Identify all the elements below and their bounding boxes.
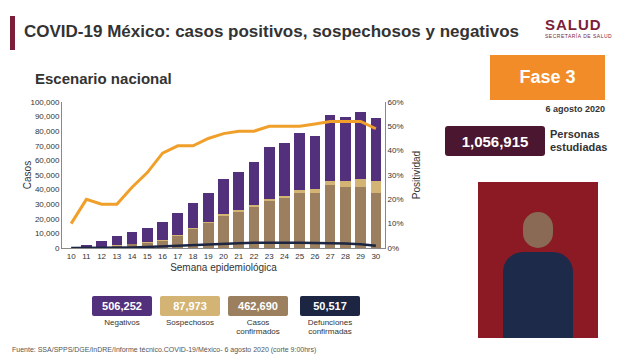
- svg-text:30,000: 30,000: [35, 200, 60, 209]
- svg-text:100,000: 100,000: [30, 98, 59, 107]
- html-text:Negativos: Negativos: [104, 318, 140, 327]
- svg-text:30: 30: [371, 252, 380, 261]
- html-text:COVID-19 México: casos positiv: COVID-19 México: casos positivos, sospec…: [24, 22, 520, 41]
- svg-text:40,000: 40,000: [35, 185, 60, 194]
- svg-text:16: 16: [158, 252, 167, 261]
- svg-text:12: 12: [97, 252, 106, 261]
- svg-text:11: 11: [82, 252, 91, 261]
- html-text:506,252: 506,252: [102, 300, 142, 312]
- svg-text:30%: 30%: [388, 171, 404, 180]
- html-text:6 agosto 2020: 6 agosto 2020: [545, 104, 605, 114]
- svg-text:80,000: 80,000: [35, 127, 60, 136]
- svg-text:10: 10: [67, 252, 76, 261]
- svg-text:10%: 10%: [388, 219, 404, 228]
- html-text:Casos confirmados: Casos confirmados: [236, 318, 280, 336]
- svg-text:40%: 40%: [388, 146, 404, 155]
- html-text:50,517: 50,517: [313, 300, 347, 312]
- svg-text:90,000: 90,000: [35, 112, 60, 121]
- svg-text:Semana epidemiológica: Semana epidemiológica: [170, 262, 277, 273]
- svg-text:50,000: 50,000: [35, 171, 60, 180]
- svg-text:19: 19: [204, 252, 213, 261]
- svg-text:50%: 50%: [388, 122, 404, 131]
- svg-text:23: 23: [265, 252, 274, 261]
- svg-text:Positividad: Positividad: [411, 151, 422, 199]
- svg-text:60%: 60%: [388, 98, 404, 107]
- svg-text:20: 20: [219, 252, 228, 261]
- html-text:SALUD: SALUD: [545, 16, 602, 33]
- svg-text:22: 22: [250, 252, 259, 261]
- html-text:Fuente: SSA/SPPS/DGE/InDRE/Inf: Fuente: SSA/SPPS/DGE/InDRE/Informe técni…: [12, 346, 317, 353]
- svg-text:14: 14: [128, 252, 137, 261]
- svg-text:29: 29: [356, 252, 365, 261]
- svg-text:26: 26: [310, 252, 319, 261]
- svg-text:25: 25: [295, 252, 304, 261]
- svg-text:28: 28: [341, 252, 350, 261]
- svg-text:0%: 0%: [388, 244, 400, 253]
- svg-text:15: 15: [143, 252, 152, 261]
- svg-text:24: 24: [280, 252, 289, 261]
- html-text:Escenario nacional: Escenario nacional: [35, 70, 172, 87]
- svg-text:Casos: Casos: [22, 161, 33, 189]
- html-text:Fase 3: Fase 3: [519, 67, 576, 87]
- svg-text:20%: 20%: [388, 195, 404, 204]
- svg-text:27: 27: [326, 252, 335, 261]
- html-text:Personas estudiadas: Personas estudiadas: [550, 128, 608, 153]
- html-text:462,690: 462,690: [238, 300, 278, 312]
- svg-text:21: 21: [234, 252, 243, 261]
- svg-text:60,000: 60,000: [35, 156, 60, 165]
- svg-text:18: 18: [189, 252, 198, 261]
- svg-text:0: 0: [55, 244, 60, 253]
- svg-text:13: 13: [112, 252, 121, 261]
- svg-text:17: 17: [173, 252, 182, 261]
- svg-text:70,000: 70,000: [35, 142, 60, 151]
- svg-text:20,000: 20,000: [35, 215, 60, 224]
- html-text:Sospechosos: Sospechosos: [166, 318, 214, 327]
- html-text:87,973: 87,973: [173, 300, 207, 312]
- html-text:Defunciones confirmadas: Defunciones confirmadas: [307, 318, 353, 336]
- svg-text:10,000: 10,000: [35, 229, 60, 238]
- html-text:SECRETARÍA DE SALUD: SECRETARÍA DE SALUD: [545, 33, 613, 39]
- html-text:1,056,915: 1,056,915: [461, 132, 529, 150]
